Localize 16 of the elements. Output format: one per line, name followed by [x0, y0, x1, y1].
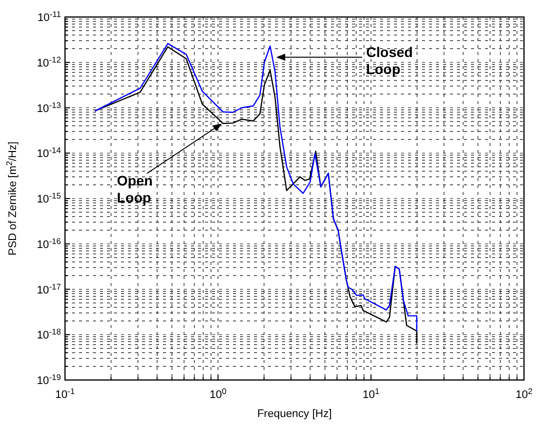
y-tick-label: 10$^{-17}$: [36, 282, 62, 296]
x-tick-label: 10$^{2}$: [516, 386, 533, 401]
y-tick-label: 10$^{-18}$: [36, 327, 62, 342]
y-tick-label: 10$^{-14}$: [36, 146, 62, 160]
x-tick-label: 10$^{-1}$: [55, 386, 76, 401]
y-tick-label: 10$^{-13}$: [36, 100, 62, 115]
y-tick-label: 10$^{-12}$: [36, 54, 62, 70]
x-tick-label: 10$^{0}$: [210, 386, 227, 401]
annotation: Open Loop: [116, 172, 153, 206]
y-tick-label: 10$^{-15}$: [36, 191, 62, 206]
annotation: Closed Loop: [366, 44, 413, 78]
y-tick-label: 10$^{-19}$: [36, 372, 62, 387]
x-tick-label: 10$^{1}$: [362, 386, 380, 401]
y-tick-label: 10$^{-11}$: [37, 10, 62, 24]
x-axis-title: Frequency [Hz]: [257, 408, 332, 420]
y-tick-label: 10$^{-16}$: [36, 236, 62, 251]
